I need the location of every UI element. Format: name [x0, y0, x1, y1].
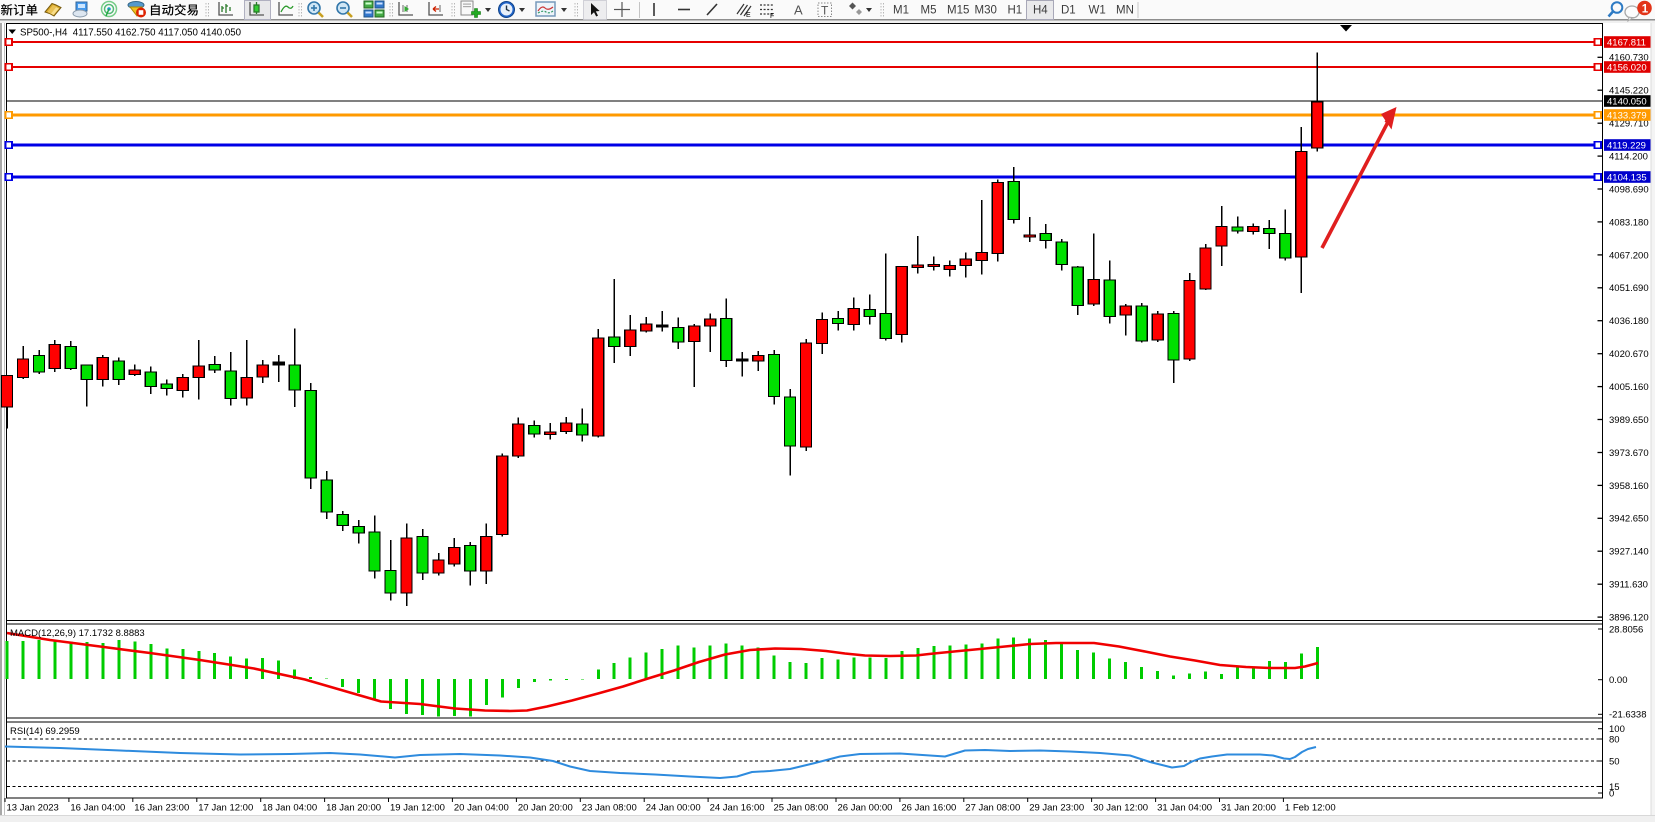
svg-text:MN: MN — [1116, 5, 1134, 17]
svg-text:24 Jan 00:00: 24 Jan 00:00 — [646, 803, 701, 814]
svg-text:4114.200: 4114.200 — [1609, 152, 1648, 163]
svg-text:50: 50 — [1609, 756, 1620, 767]
svg-text:0.00: 0.00 — [1609, 675, 1628, 686]
svg-text:M15: M15 — [947, 5, 969, 17]
svg-text:30 Jan 12:00: 30 Jan 12:00 — [1093, 803, 1148, 814]
svg-text:25 Jan 08:00: 25 Jan 08:00 — [774, 803, 829, 814]
svg-text:3927.140: 3927.140 — [1609, 547, 1649, 558]
svg-text:18 Jan 04:00: 18 Jan 04:00 — [262, 803, 317, 814]
svg-text:4119.229: 4119.229 — [1607, 141, 1646, 152]
svg-text:80: 80 — [1609, 734, 1620, 745]
svg-text:23 Jan 08:00: 23 Jan 08:00 — [582, 803, 637, 814]
svg-text:24 Jan 16:00: 24 Jan 16:00 — [710, 803, 765, 814]
svg-text:RSI(14) 69.2959: RSI(14) 69.2959 — [10, 726, 80, 737]
svg-text:4051.690: 4051.690 — [1609, 283, 1649, 294]
svg-text:SP500-,H4 4117.550 4162.750 4: SP500-,H4 4117.550 4162.750 4117.050 414… — [20, 28, 242, 39]
svg-text:4167.811: 4167.811 — [1607, 38, 1646, 49]
svg-text:19 Jan 12:00: 19 Jan 12:00 — [390, 803, 445, 814]
svg-text:F: F — [770, 13, 774, 20]
svg-text:D1: D1 — [1061, 5, 1076, 17]
svg-text:T: T — [821, 4, 829, 18]
svg-text:18 Jan 20:00: 18 Jan 20:00 — [326, 803, 381, 814]
svg-text:W1: W1 — [1089, 5, 1106, 17]
svg-text:4133.379: 4133.379 — [1607, 111, 1647, 122]
svg-text:3896.120: 3896.120 — [1609, 613, 1649, 624]
svg-text:3911.630: 3911.630 — [1609, 580, 1648, 591]
svg-text:4129.710: 4129.710 — [1609, 119, 1649, 130]
svg-text:20 Jan 20:00: 20 Jan 20:00 — [518, 803, 573, 814]
svg-text:100: 100 — [1609, 724, 1625, 735]
svg-text:M1: M1 — [893, 5, 909, 17]
svg-text:17 Jan 12:00: 17 Jan 12:00 — [198, 803, 253, 814]
svg-text:4067.200: 4067.200 — [1609, 250, 1649, 261]
svg-text:3942.650: 3942.650 — [1609, 514, 1649, 525]
svg-text:31 Jan 04:00: 31 Jan 04:00 — [1157, 803, 1212, 814]
svg-text:0: 0 — [1609, 788, 1614, 799]
svg-text:28.8056: 28.8056 — [1609, 624, 1643, 635]
svg-text:26 Jan 16:00: 26 Jan 16:00 — [901, 803, 956, 814]
svg-text:H1: H1 — [1008, 5, 1023, 17]
svg-text:4160.730: 4160.730 — [1609, 53, 1649, 64]
svg-text:3958.160: 3958.160 — [1609, 481, 1649, 492]
svg-text:4098.690: 4098.690 — [1609, 184, 1649, 195]
svg-text:4145.220: 4145.220 — [1609, 86, 1649, 97]
svg-text:1 Feb 12:00: 1 Feb 12:00 — [1285, 803, 1336, 814]
svg-text:4020.670: 4020.670 — [1609, 349, 1649, 360]
svg-text:20 Jan 04:00: 20 Jan 04:00 — [454, 803, 509, 814]
svg-text:H4: H4 — [1033, 5, 1048, 17]
svg-text:3973.670: 3973.670 — [1609, 448, 1649, 459]
svg-text:16 Jan 23:00: 16 Jan 23:00 — [134, 803, 189, 814]
svg-text:31 Jan 20:00: 31 Jan 20:00 — [1221, 803, 1276, 814]
svg-text:27 Jan 08:00: 27 Jan 08:00 — [965, 803, 1020, 814]
svg-text:29 Jan 23:00: 29 Jan 23:00 — [1029, 803, 1084, 814]
svg-text:E: E — [746, 12, 751, 19]
svg-text:MACD(12,26,9) 17.1732 8.8883: MACD(12,26,9) 17.1732 8.8883 — [10, 628, 145, 639]
svg-text:M30: M30 — [975, 5, 997, 17]
svg-text:26 Jan 00:00: 26 Jan 00:00 — [838, 803, 893, 814]
svg-text:4083.180: 4083.180 — [1609, 217, 1649, 228]
svg-text:4156.020: 4156.020 — [1607, 63, 1647, 74]
svg-text:4140.050: 4140.050 — [1607, 97, 1647, 108]
svg-text:1: 1 — [1642, 3, 1649, 15]
svg-text:M5: M5 — [921, 5, 937, 17]
svg-text:-21.6338: -21.6338 — [1609, 710, 1647, 721]
svg-text:15: 15 — [1609, 782, 1620, 793]
svg-text:16 Jan 04:00: 16 Jan 04:00 — [70, 803, 125, 814]
svg-text:4104.135: 4104.135 — [1607, 173, 1647, 184]
svg-text:13 Jan 2023: 13 Jan 2023 — [7, 803, 59, 814]
svg-text:A: A — [794, 3, 803, 18]
svg-text:4036.180: 4036.180 — [1609, 316, 1649, 327]
svg-text:4005.160: 4005.160 — [1609, 382, 1649, 393]
svg-text:3989.650: 3989.650 — [1609, 415, 1649, 426]
